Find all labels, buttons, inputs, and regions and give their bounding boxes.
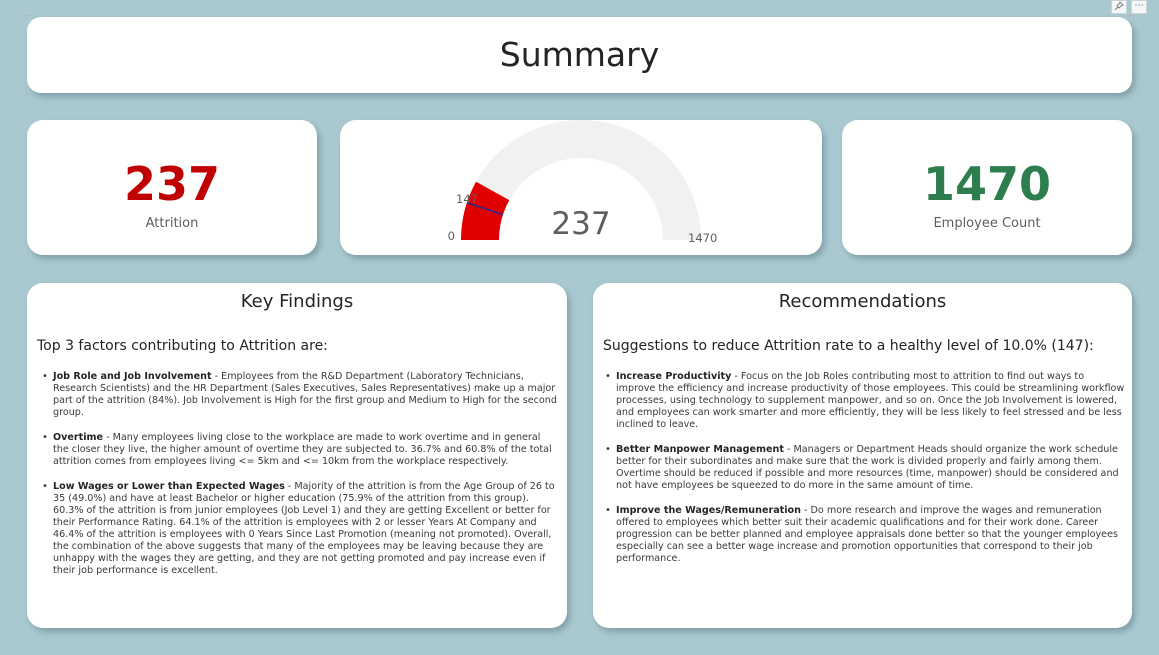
recommendations-intro: Suggestions to reduce Attrition rate to …	[603, 338, 1094, 354]
gauge-value-label: 237	[551, 206, 610, 242]
finding-text: - Employees from the R&D Department (Lab…	[53, 371, 557, 418]
selection-corner	[1127, 15, 1134, 22]
recommendations-title: Recommendations	[778, 291, 947, 312]
visual-header: ⋯	[1111, 0, 1147, 14]
attrition-value: 237	[123, 157, 221, 211]
attrition-label: Attrition	[145, 216, 199, 231]
list-item: Increase Productivity - Focus on the Job…	[605, 371, 1126, 431]
attrition-gauge: 147 0 1470 237	[448, 120, 717, 245]
selection-corner	[25, 15, 32, 22]
finding-heading: Overtime	[53, 432, 104, 443]
page-title: Summary	[499, 35, 660, 74]
recommendations-list: Increase Productivity - Focus on the Job…	[605, 371, 1126, 578]
employee-count-kpi-card[interactable]: 1470 Employee Count	[842, 120, 1132, 255]
attrition-kpi-card[interactable]: 237 Attrition	[27, 120, 317, 255]
gauge-target-marker	[466, 202, 504, 216]
title-card[interactable]: Summary	[25, 15, 1134, 95]
employee-count-label: Employee Count	[933, 216, 1041, 231]
list-item: Job Role and Job Involvement - Employees…	[42, 371, 559, 419]
pin-icon[interactable]	[1111, 0, 1127, 14]
gauge-max-label: 1470	[688, 231, 717, 245]
list-item: Low Wages or Lower than Expected Wages -…	[42, 481, 559, 577]
gauge-fill	[461, 181, 510, 240]
recommendation-text: - Do more research and improve the wages…	[616, 505, 1118, 564]
key-findings-intro: Top 3 factors contributing to Attrition …	[37, 338, 328, 354]
list-item: Overtime - Many employees living close t…	[42, 432, 559, 468]
recommendation-heading: Increase Productivity	[616, 371, 732, 382]
selection-corner	[1127, 88, 1134, 95]
list-item: Improve the Wages/Remuneration - Do more…	[605, 505, 1126, 565]
gauge-min-label: 0	[448, 229, 455, 243]
key-findings-list: Job Role and Job Involvement - Employees…	[42, 371, 559, 590]
recommendation-text: - Managers or Department Heads should or…	[616, 444, 1119, 491]
gauge-target-label: 147	[456, 192, 478, 206]
recommendation-heading: Improve the Wages/Remuneration	[616, 505, 801, 516]
employee-count-value: 1470	[922, 157, 1052, 211]
finding-heading: Low Wages or Lower than Expected Wages	[53, 481, 285, 492]
gauge-track	[461, 120, 701, 240]
finding-text: - Majority of the attrition is from the …	[53, 481, 555, 576]
key-findings-panel[interactable]: Key Findings Top 3 factors contributing …	[27, 283, 567, 628]
list-item: Better Manpower Management - Managers or…	[605, 444, 1126, 492]
selection-corner	[25, 88, 32, 95]
finding-heading: Job Role and Job Involvement	[53, 371, 212, 382]
attrition-gauge-card[interactable]: 147 0 1470 237	[340, 120, 822, 255]
finding-text: - Many employees living close to the wor…	[53, 432, 552, 467]
recommendation-text: - Focus on the Job Roles contributing mo…	[616, 371, 1125, 430]
more-options-icon[interactable]: ⋯	[1131, 0, 1147, 14]
recommendation-heading: Better Manpower Management	[616, 444, 784, 455]
key-findings-title: Key Findings	[240, 291, 354, 312]
recommendations-panel[interactable]: Recommendations Suggestions to reduce At…	[593, 283, 1132, 628]
